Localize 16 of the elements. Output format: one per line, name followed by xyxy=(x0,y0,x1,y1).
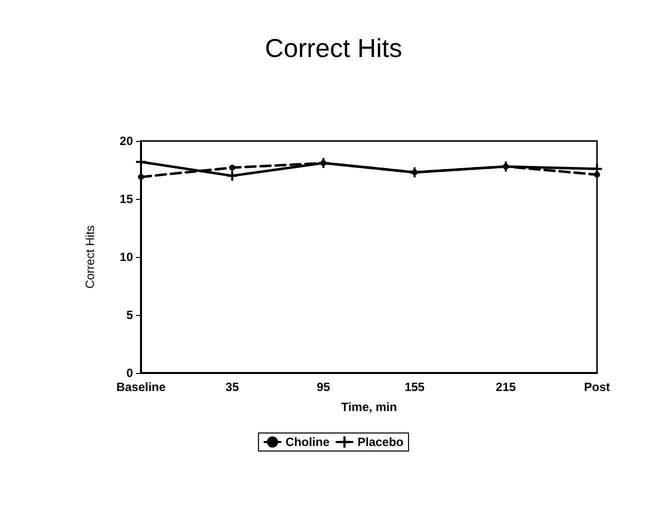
x-tick-label: 95 xyxy=(316,380,330,394)
y-tick-label: 20 xyxy=(120,134,134,148)
x-tick-label: Post xyxy=(584,380,610,394)
x-tick-label: 35 xyxy=(226,380,240,394)
x-tick-label: Baseline xyxy=(116,380,166,394)
legend-label: Placebo xyxy=(357,435,404,449)
chart-title: Correct Hits xyxy=(264,33,402,63)
x-tick-label: 215 xyxy=(496,380,516,394)
y-tick-label: 10 xyxy=(120,250,134,264)
y-axis-title: Correct Hits xyxy=(83,225,97,289)
x-tick-label: 155 xyxy=(404,380,425,394)
legend-label: Choline xyxy=(285,435,330,449)
y-tick-label: 0 xyxy=(126,366,134,380)
y-tick-label: 15 xyxy=(120,192,134,206)
x-axis-title: Time, min xyxy=(341,400,397,414)
y-tick-label: 5 xyxy=(126,308,134,322)
